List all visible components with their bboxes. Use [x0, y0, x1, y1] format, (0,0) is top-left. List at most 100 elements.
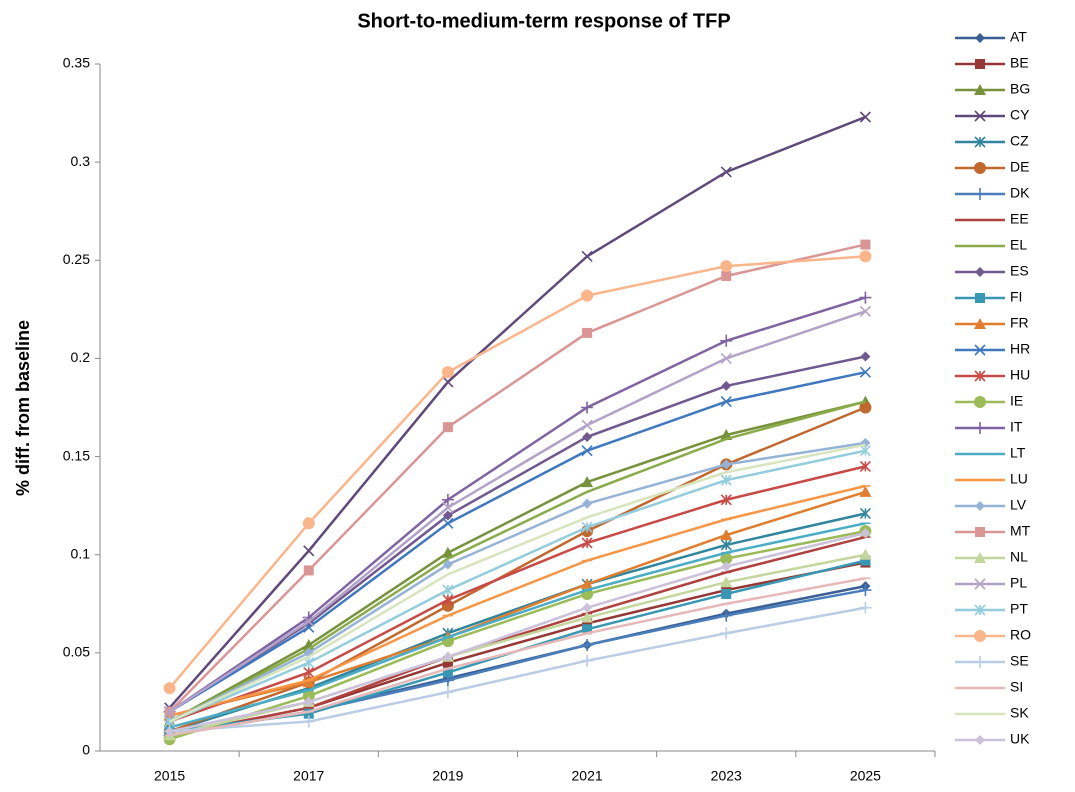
x-tick-label: 2023: [711, 768, 742, 784]
marker: [720, 166, 732, 178]
marker: [974, 318, 986, 329]
marker: [860, 351, 871, 362]
marker: [581, 654, 594, 667]
series-line: [169, 406, 866, 733]
marker: [720, 334, 733, 347]
legend-label: HR: [1010, 341, 1030, 357]
x-tick-label: 2015: [154, 768, 185, 784]
chart-title: Short-to-medium-term response of TFP: [357, 10, 730, 32]
legend-label: BG: [1010, 81, 1030, 97]
marker: [582, 327, 593, 338]
marker: [164, 726, 175, 737]
legend-label: LV: [1010, 497, 1027, 513]
series-line: [169, 449, 866, 723]
marker: [441, 366, 454, 379]
marker: [859, 601, 872, 614]
y-tick-label: 0.25: [63, 251, 90, 267]
marker: [442, 502, 454, 514]
marker: [859, 250, 872, 263]
legend-label: CZ: [1010, 133, 1029, 149]
series-line: [169, 441, 866, 723]
marker: [974, 188, 986, 200]
marker: [720, 627, 733, 640]
series-line: [169, 400, 866, 723]
marker: [581, 578, 594, 590]
legend-label: DK: [1010, 185, 1030, 201]
marker: [974, 136, 986, 148]
marker: [860, 239, 871, 250]
series-line: [169, 484, 866, 717]
marker: [302, 676, 315, 688]
marker: [442, 651, 453, 662]
x-tick-label: 2017: [293, 768, 324, 784]
series-line: [168, 400, 866, 723]
legend-label: UK: [1010, 731, 1030, 747]
marker: [859, 507, 871, 520]
marker: [859, 485, 872, 497]
marker: [442, 594, 454, 606]
marker: [859, 111, 871, 123]
series-line: [169, 465, 866, 723]
marker: [442, 422, 453, 433]
series-line: [168, 115, 866, 709]
marker: [721, 270, 732, 281]
marker: [974, 552, 986, 563]
legend-label: CY: [1010, 107, 1030, 123]
series-line: [168, 355, 866, 713]
legend-label: SI: [1010, 679, 1023, 695]
marker: [720, 552, 733, 565]
marker: [581, 401, 594, 414]
marker: [442, 510, 453, 521]
y-axis-title: % diff. from baseline: [13, 320, 33, 496]
x-tick-label: 2021: [572, 768, 603, 784]
marker: [442, 584, 454, 596]
legend-label: AT: [1010, 29, 1027, 45]
marker: [859, 460, 871, 472]
legend-label: IE: [1010, 393, 1023, 409]
marker: [581, 537, 593, 549]
y-tick-label: 0.05: [63, 644, 90, 660]
marker: [859, 401, 872, 414]
marker: [581, 639, 594, 652]
marker: [721, 459, 732, 470]
marker: [859, 366, 871, 378]
series-line: [169, 577, 866, 737]
marker: [441, 546, 454, 558]
marker: [721, 588, 732, 599]
x-tick-label: 2019: [432, 768, 463, 784]
marker: [860, 528, 871, 539]
legend-label: MT: [1010, 523, 1031, 539]
marker: [441, 493, 454, 506]
marker: [974, 578, 986, 590]
marker: [721, 380, 732, 391]
marker: [163, 682, 176, 695]
marker: [303, 565, 314, 576]
y-tick-label: 0.35: [63, 55, 90, 71]
marker: [441, 686, 454, 699]
legend-label: ES: [1010, 263, 1029, 279]
marker: [303, 666, 315, 679]
marker: [859, 548, 872, 560]
marker: [975, 735, 985, 745]
legend-label: PT: [1010, 601, 1028, 617]
marker: [974, 344, 986, 356]
legend-label: LU: [1010, 471, 1028, 487]
series-line: [168, 310, 866, 713]
x-tick-label: 2025: [850, 768, 881, 784]
marker: [974, 110, 986, 122]
marker: [974, 396, 986, 408]
marker: [442, 559, 453, 570]
marker: [303, 545, 315, 557]
marker: [442, 376, 454, 388]
marker: [974, 370, 986, 382]
legend-label: RO: [1010, 627, 1031, 643]
legend-label: DE: [1010, 159, 1029, 175]
legend-label: EE: [1010, 211, 1029, 227]
marker: [859, 584, 872, 597]
marker: [581, 476, 594, 488]
marker: [720, 474, 732, 486]
series-line: [169, 606, 866, 733]
series-line: [169, 531, 866, 733]
series-line: [168, 243, 866, 713]
legend-label: IT: [1010, 419, 1023, 435]
